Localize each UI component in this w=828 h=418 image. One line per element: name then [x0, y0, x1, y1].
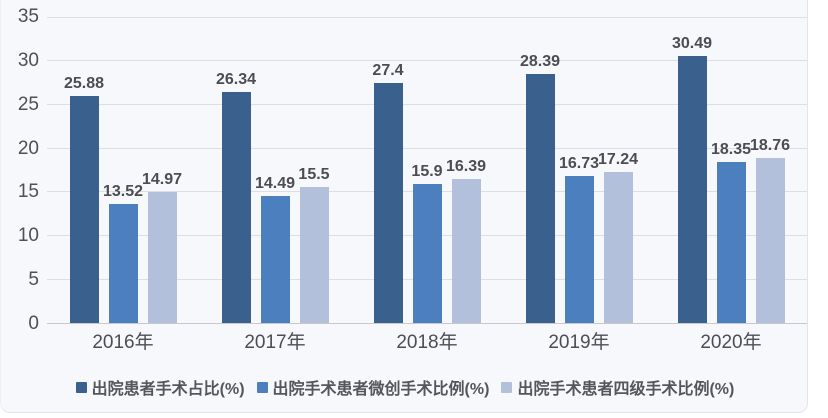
gridline-0: [47, 323, 807, 324]
legend-item-1: 出院患者手术占比(%): [75, 375, 245, 399]
value-label-series1-2020年: 30.49: [671, 35, 713, 52]
bar-series3-2017年: [300, 187, 329, 323]
value-label-series2-2020年: 18.35: [710, 141, 752, 158]
y-tick-35: 35: [17, 6, 39, 27]
bar-series3-2020年: [756, 158, 785, 323]
value-label-series2-2017年: 14.49: [254, 175, 296, 192]
value-label-series1-2018年: 27.4: [372, 62, 404, 79]
y-axis: 0 5 10 15 20 25 30 35: [1, 7, 41, 334]
value-label-series3-2018年: 16.39: [445, 158, 487, 175]
x-label-2017年: 2017年: [244, 332, 306, 353]
legend: 出院患者手术占比(%) 出院手术患者微创手术比例(%) 出院手术患者四级手术比例(%…: [1, 375, 809, 399]
bar-series2-2020年: [717, 162, 746, 323]
y-tick-15: 15: [17, 181, 39, 202]
y-tick-0: 0: [28, 313, 39, 334]
gridline-30: [47, 60, 807, 61]
surgery-ratio-bar-chart: 0 5 10 15 20 25 30 35 25.88 13.52 14.97 26.34 14.49…: [0, 0, 808, 413]
legend-swatch-3: [501, 381, 513, 393]
bar-series3-2016年: [148, 192, 177, 323]
bar-series3-2019年: [604, 172, 633, 323]
gridline-35: [47, 17, 807, 18]
legend-label-3: 出院手术患者四级手术比例(%): [517, 381, 735, 398]
y-tick-20: 20: [17, 138, 39, 159]
legend-label-2: 出院手术患者微创手术比例(%): [272, 381, 490, 398]
value-label-series3-2016年: 14.97: [141, 171, 183, 188]
y-tick-5: 5: [28, 269, 39, 290]
legend-item-2: 出院手术患者微创手术比例(%): [256, 375, 490, 399]
bar-series2-2019年: [565, 176, 594, 323]
value-label-series2-2016年: 13.52: [102, 183, 144, 200]
gridline-20: [47, 148, 807, 149]
y-tick-30: 30: [17, 50, 39, 71]
legend-label-1: 出院患者手术占比(%): [91, 381, 245, 398]
legend-swatch-2: [256, 381, 268, 393]
x-label-2016年: 2016年: [92, 332, 154, 353]
value-label-series3-2019年: 17.24: [597, 151, 639, 168]
bar-series1-2020年: [678, 56, 707, 323]
bar-series1-2018年: [374, 83, 403, 323]
bar-series2-2018年: [413, 184, 442, 323]
value-label-series2-2018年: 15.9: [411, 163, 443, 180]
value-label-series1-2016年: 25.88: [63, 75, 105, 92]
bar-series2-2016年: [109, 204, 138, 323]
x-label-2018年: 2018年: [396, 332, 458, 353]
x-label-2020年: 2020年: [700, 332, 762, 353]
value-label-series1-2019年: 28.39: [519, 53, 561, 70]
gridline-25: [47, 104, 807, 105]
value-label-series3-2017年: 15.5: [298, 166, 330, 183]
plot-area: 25.88 13.52 14.97 26.34 14.49 15.5 27.4 15.9 16.…: [47, 17, 807, 324]
y-tick-10: 10: [17, 225, 39, 246]
value-label-series1-2017年: 26.34: [215, 71, 257, 88]
bar-series1-2019年: [526, 74, 555, 323]
bar-series1-2016年: [70, 96, 99, 323]
y-tick-25: 25: [17, 94, 39, 115]
value-label-series3-2020年: 18.76: [749, 137, 791, 154]
x-axis: 2016年 2017年 2018年 2019年 2020年: [47, 331, 807, 357]
bar-series3-2018年: [452, 179, 481, 323]
legend-swatch-1: [75, 381, 87, 393]
bar-series2-2017年: [261, 196, 290, 323]
x-label-2019年: 2019年: [548, 332, 610, 353]
legend-item-3: 出院手术患者四级手术比例(%): [501, 375, 734, 399]
bar-series1-2017年: [222, 92, 251, 323]
value-label-series2-2019年: 16.73: [558, 155, 600, 172]
